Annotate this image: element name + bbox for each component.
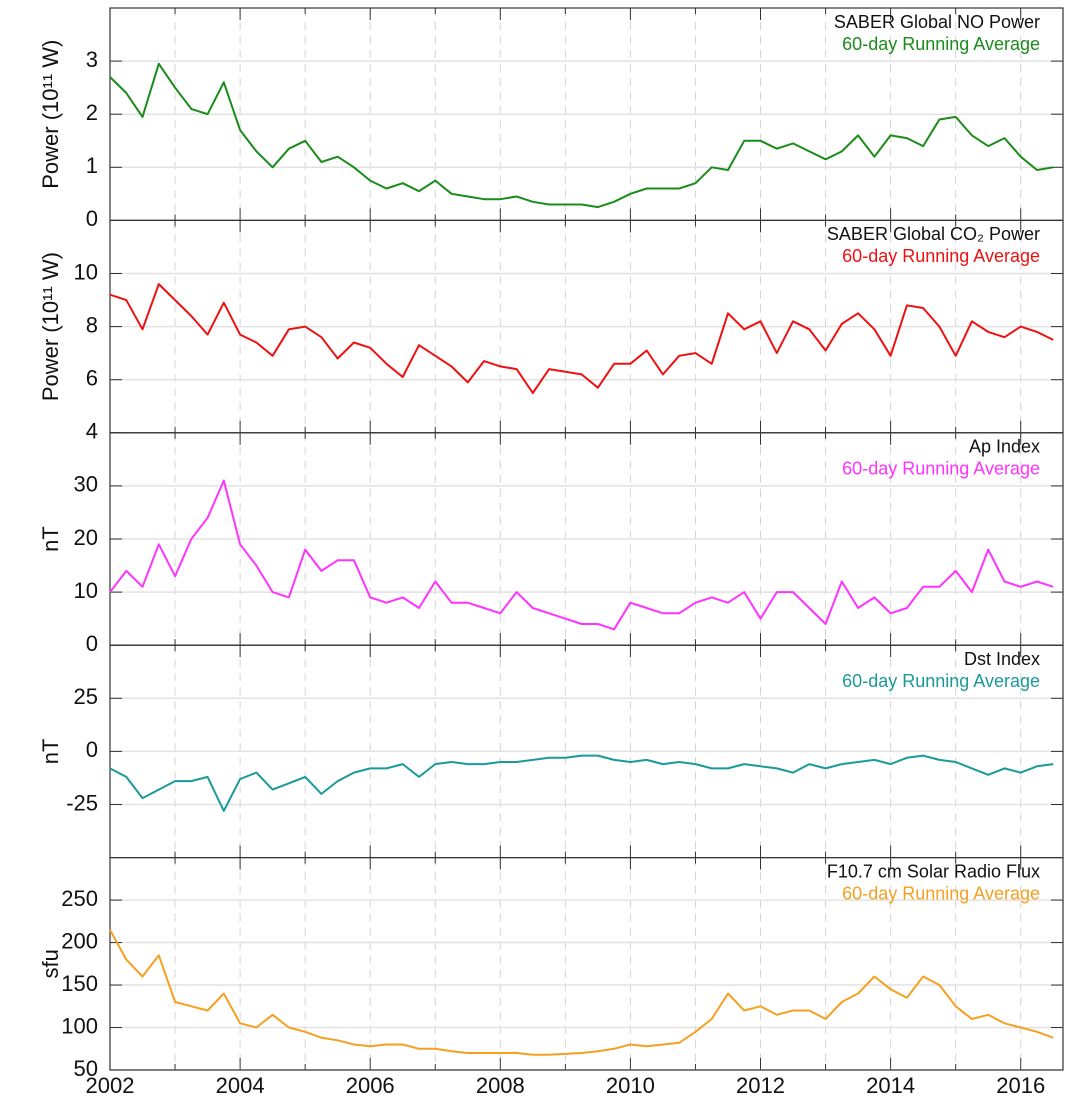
y-tick-label: 50 (74, 1056, 98, 1081)
y-tick-label: 0 (86, 631, 98, 656)
x-tick-label: 2016 (996, 1073, 1045, 1098)
panel-title: SABER Global NO Power (834, 12, 1040, 32)
y-tick-label: 10 (74, 259, 98, 284)
x-tick-label: 2008 (476, 1073, 525, 1098)
panel-title: Dst Index (964, 649, 1040, 669)
y-axis-label: nT (38, 526, 63, 552)
y-tick-label: 150 (61, 971, 98, 996)
y-tick-label: 8 (86, 312, 98, 337)
panel-frame (109, 856, 1064, 1071)
y-tick-label: 0 (86, 206, 98, 231)
y-axis-label: sfu (38, 949, 63, 978)
y-tick-label: 20 (74, 525, 98, 550)
x-tick-label: 2006 (346, 1073, 395, 1098)
y-tick-label: 100 (61, 1013, 98, 1038)
panel-title: SABER Global CO₂ Power (827, 224, 1040, 244)
panel-subtitle: 60-day Running Average (842, 246, 1040, 266)
x-tick-label: 2012 (736, 1073, 785, 1098)
y-axis-label: Power (10¹¹ W) (38, 252, 63, 401)
y-tick-label: 1 (86, 153, 98, 178)
y-tick-label: 30 (74, 472, 98, 497)
y-tick-label: 250 (61, 886, 98, 911)
panel-subtitle: 60-day Running Average (842, 34, 1040, 54)
y-tick-label: 3 (86, 47, 98, 72)
panel-subtitle: 60-day Running Average (842, 671, 1040, 691)
panel-title: F10.7 cm Solar Radio Flux (827, 861, 1040, 881)
data-line (109, 754, 1054, 812)
panel-title: Ap Index (969, 437, 1040, 457)
y-tick-label: 10 (74, 578, 98, 603)
x-tick-label: 2004 (216, 1073, 265, 1098)
y-axis-label: Power (10¹¹ W) (38, 40, 63, 189)
y-tick-label: 0 (86, 737, 98, 762)
data-line (109, 283, 1054, 394)
panel-subtitle: 60-day Running Average (842, 459, 1040, 479)
x-tick-label: 2014 (866, 1073, 915, 1098)
y-tick-label: 4 (86, 419, 98, 444)
y-tick-label: 200 (61, 928, 98, 953)
panel-subtitle: 60-day Running Average (842, 883, 1040, 903)
x-tick-label: 2010 (606, 1073, 655, 1098)
x-tick-label: 2002 (86, 1073, 135, 1098)
y-tick-label: 25 (74, 684, 98, 709)
data-line (109, 479, 1054, 631)
y-tick-label: 2 (86, 100, 98, 125)
data-line (109, 62, 1054, 209)
y-tick-label: -25 (66, 790, 98, 815)
y-tick-label: 6 (86, 366, 98, 391)
y-axis-label: nT (38, 739, 63, 765)
data-line (109, 929, 1054, 1056)
